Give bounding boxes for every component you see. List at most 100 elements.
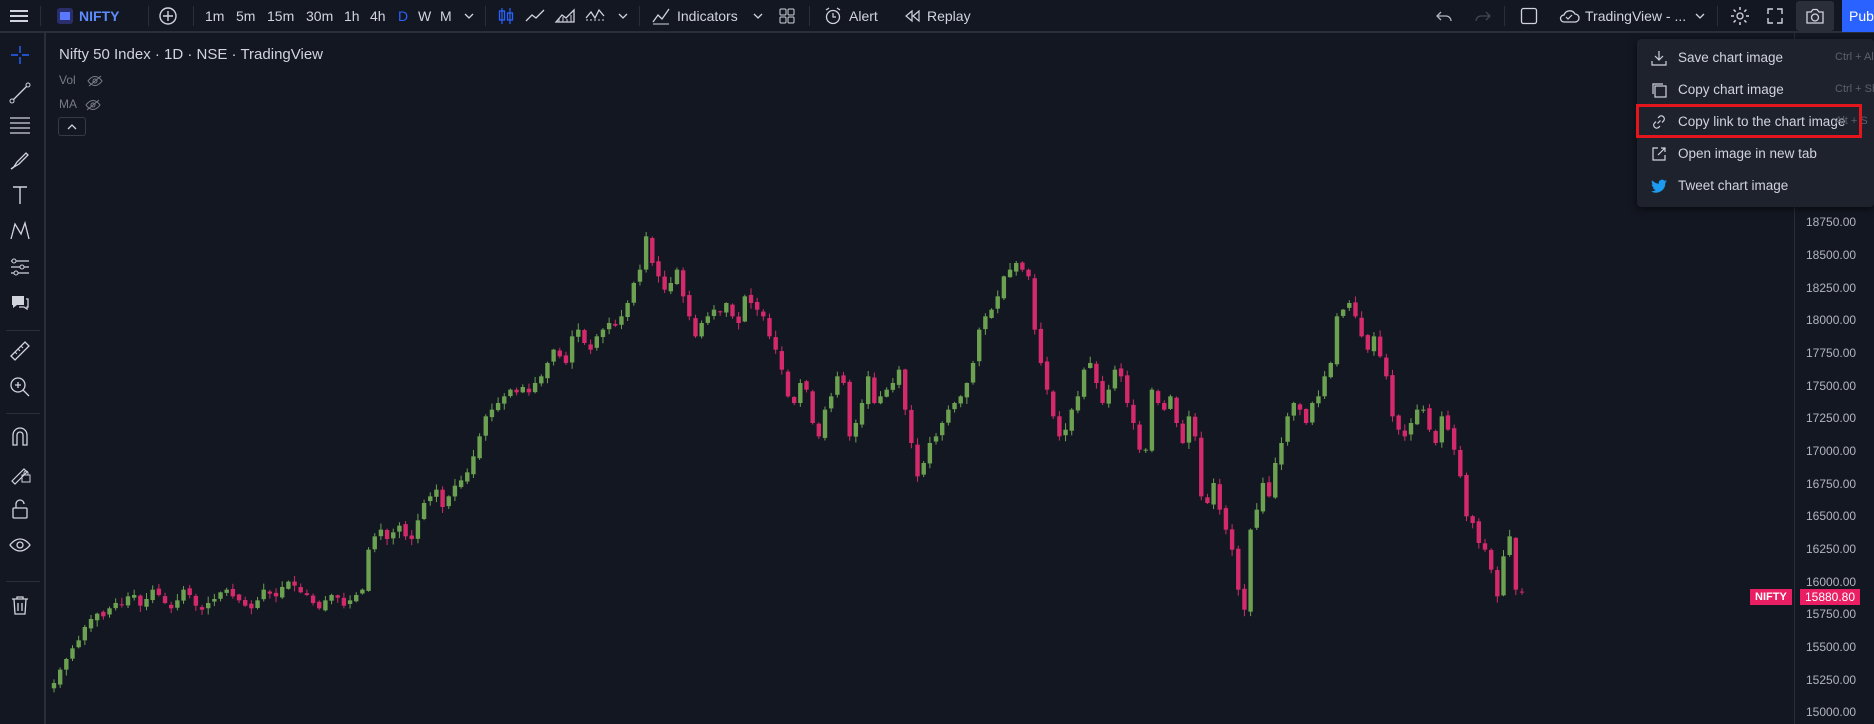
- interval-1h[interactable]: 1h: [344, 8, 360, 24]
- candle: [1377, 330, 1383, 359]
- menu-item-copy-link[interactable]: Copy link to the chart image Alt + S: [1637, 106, 1874, 138]
- candles-style-button[interactable]: [496, 0, 516, 32]
- menu-item-open-image-new-tab[interactable]: Open image in new tab: [1637, 138, 1874, 170]
- brush-icon[interactable]: [8, 149, 32, 173]
- magnet-icon[interactable]: [8, 425, 32, 449]
- alert-button[interactable]: Alert: [823, 0, 878, 32]
- lock-drawing-icon[interactable]: [8, 461, 32, 485]
- candle: [582, 328, 587, 345]
- candle: [1303, 408, 1309, 425]
- indicators-button[interactable]: Indicators: [651, 0, 738, 32]
- chevron-down-icon: [618, 13, 628, 19]
- interval-30m[interactable]: 30m: [306, 8, 334, 24]
- templates-button[interactable]: [777, 0, 797, 32]
- interval-m[interactable]: M: [440, 8, 452, 24]
- ruler-icon[interactable]: [8, 339, 32, 363]
- candle: [1384, 353, 1389, 380]
- redo-button[interactable]: [1473, 0, 1493, 32]
- menu-item-tweet-chart-image[interactable]: Tweet chart image: [1637, 170, 1874, 202]
- volume-indicator[interactable]: Vol: [59, 73, 103, 88]
- candle: [483, 414, 488, 441]
- price-label: 15500.00: [1806, 640, 1857, 654]
- candle: [1501, 550, 1506, 597]
- undo-button[interactable]: [1434, 0, 1454, 32]
- candle: [113, 598, 118, 611]
- collapse-legend-button[interactable]: [58, 117, 86, 136]
- fullscreen-button[interactable]: [1765, 0, 1785, 32]
- candle: [465, 468, 470, 485]
- price-label: 15000.00: [1806, 705, 1857, 719]
- interval-5m[interactable]: 5m: [236, 8, 256, 24]
- candle: [304, 589, 310, 597]
- candle: [366, 547, 371, 592]
- candle: [341, 592, 347, 609]
- publish-button[interactable]: Pub: [1842, 0, 1874, 32]
- interval-1m[interactable]: 1m: [205, 8, 225, 24]
- line-style-button[interactable]: [524, 0, 546, 32]
- candle: [1143, 448, 1148, 453]
- snapshot-button[interactable]: [1796, 1, 1834, 31]
- symbol-label: NIFTY: [79, 8, 120, 24]
- zoom-in-icon[interactable]: [8, 375, 32, 399]
- hidden-eye-icon[interactable]: [85, 98, 101, 112]
- chart-style-dropdown[interactable]: [617, 0, 629, 32]
- menu-item-copy-chart-image[interactable]: Copy chart image Ctrl + Shift + S: [1637, 74, 1874, 106]
- candle: [317, 600, 322, 610]
- layout-dropdown[interactable]: [1694, 0, 1706, 32]
- candle: [1001, 275, 1007, 301]
- candle: [921, 460, 926, 478]
- replay-button[interactable]: Replay: [903, 0, 971, 32]
- candle: [816, 422, 822, 439]
- candle: [440, 486, 445, 513]
- candle: [1297, 402, 1303, 416]
- indicators-dropdown[interactable]: [752, 0, 764, 32]
- candle: [625, 300, 630, 322]
- layout-select-button[interactable]: [1519, 0, 1539, 32]
- symbol-search-button[interactable]: NIFTY: [57, 0, 119, 32]
- hidden-eye-icon[interactable]: [87, 74, 103, 88]
- trend-line-icon[interactable]: [8, 81, 32, 105]
- candle: [138, 594, 143, 612]
- menu-button[interactable]: [8, 0, 30, 32]
- ma-indicator[interactable]: MA: [59, 97, 101, 112]
- candle: [884, 387, 889, 398]
- price-chart[interactable]: [46, 33, 1794, 724]
- area-style-button[interactable]: [554, 0, 576, 32]
- trash-icon[interactable]: [8, 593, 32, 617]
- price-label: 18750.00: [1806, 215, 1857, 229]
- candle: [662, 270, 667, 293]
- pattern-icon[interactable]: [8, 219, 32, 243]
- candle: [94, 612, 100, 627]
- compare-button[interactable]: [157, 0, 179, 32]
- interval-15m[interactable]: 15m: [267, 8, 295, 24]
- crosshair-icon[interactable]: [8, 43, 32, 67]
- candle: [989, 308, 994, 319]
- candle: [193, 593, 199, 611]
- menu-item-save-chart-image[interactable]: Save chart image Ctrl + Alt + S: [1637, 42, 1874, 74]
- layout-name-button[interactable]: TradingView - ...: [1558, 0, 1686, 32]
- candle: [1026, 268, 1031, 280]
- price-label: 16250.00: [1806, 542, 1857, 556]
- candle: [1353, 296, 1358, 319]
- interval-4h[interactable]: 4h: [370, 8, 386, 24]
- candle: [674, 267, 680, 285]
- interval-d[interactable]: D: [398, 8, 409, 24]
- candle: [915, 438, 920, 482]
- text-tool-icon[interactable]: [8, 183, 32, 207]
- price-axis[interactable]: [1794, 33, 1874, 724]
- baseline-style-button[interactable]: [584, 0, 606, 32]
- settings-button[interactable]: [1729, 0, 1751, 32]
- candle: [748, 288, 754, 309]
- candle: [1020, 261, 1025, 272]
- comment-icon[interactable]: [8, 291, 32, 315]
- fib-retracement-icon[interactable]: [8, 113, 32, 137]
- candle: [656, 256, 661, 283]
- interval-w[interactable]: W: [418, 8, 432, 24]
- candle: [1223, 505, 1229, 535]
- eye-icon[interactable]: [8, 533, 32, 557]
- candle: [1106, 384, 1111, 408]
- lock-icon[interactable]: [8, 497, 32, 521]
- interval-dropdown[interactable]: [463, 0, 475, 32]
- prediction-icon[interactable]: [8, 255, 32, 279]
- candle: [329, 593, 334, 605]
